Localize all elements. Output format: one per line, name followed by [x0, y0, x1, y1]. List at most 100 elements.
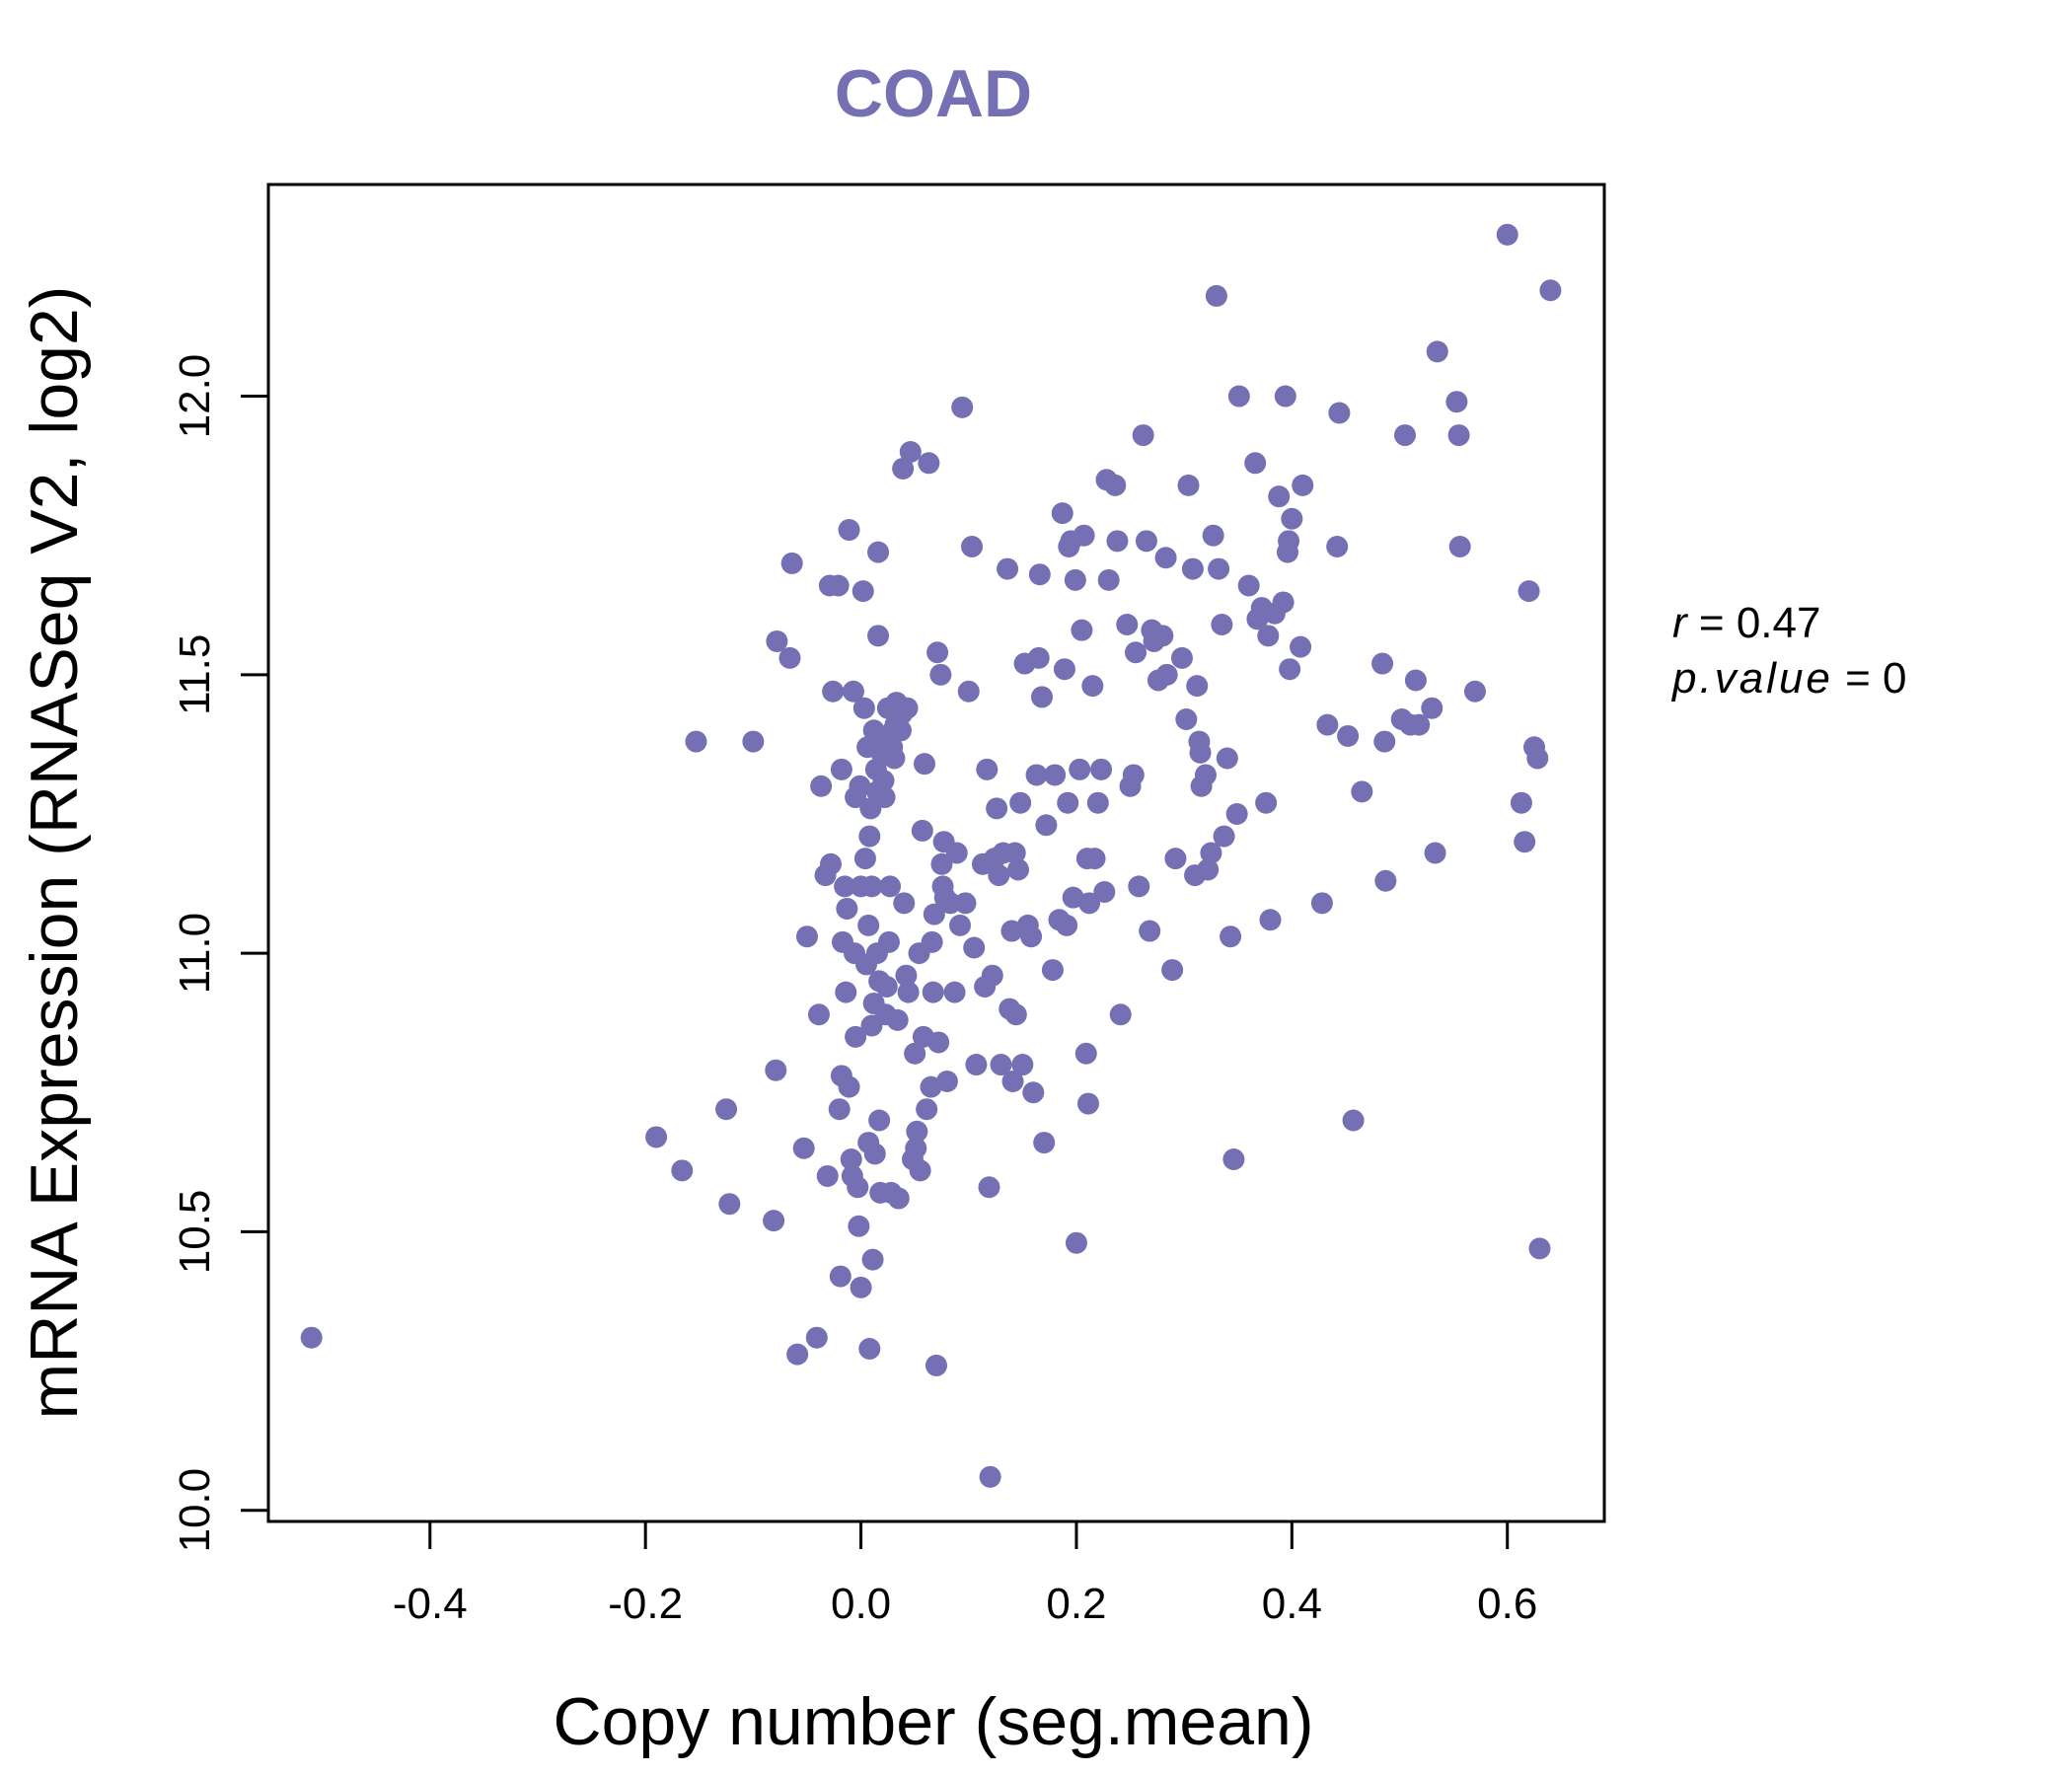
data-point — [1447, 424, 1470, 447]
data-point — [904, 1042, 926, 1065]
data-point — [922, 981, 944, 1003]
data-point — [1065, 1231, 1087, 1254]
r-label: r — [1672, 599, 1689, 647]
data-point — [1244, 452, 1267, 475]
data-point — [685, 730, 707, 753]
data-point — [1006, 858, 1029, 881]
data-point — [1151, 625, 1174, 647]
data-point — [1279, 658, 1301, 681]
data-point — [906, 1120, 928, 1143]
data-point — [1426, 340, 1448, 363]
data-point — [909, 1159, 931, 1182]
data-point — [1001, 1070, 1024, 1092]
data-point — [822, 680, 845, 703]
data-points — [300, 223, 1562, 1488]
data-point — [1278, 530, 1300, 553]
data-point — [1448, 535, 1471, 557]
data-point — [1177, 474, 1200, 496]
data-point — [1170, 646, 1193, 669]
data-point — [1155, 663, 1178, 686]
data-point — [838, 519, 860, 542]
data-point — [1135, 530, 1157, 553]
data-point — [1011, 1054, 1034, 1076]
data-point — [1274, 385, 1296, 407]
data-point — [867, 541, 890, 563]
data-point — [935, 1070, 958, 1092]
x-tick-label: 0.0 — [831, 1580, 891, 1628]
data-point — [1175, 708, 1198, 730]
data-point — [1033, 1132, 1056, 1154]
x-tick-label: 0.2 — [1046, 1580, 1106, 1628]
data-point — [965, 1054, 988, 1076]
data-point — [951, 396, 974, 418]
data-point — [945, 842, 968, 864]
data-point — [1526, 747, 1549, 770]
x-tick-label: -0.2 — [608, 1580, 683, 1628]
data-point — [905, 1137, 927, 1159]
data-point — [1128, 875, 1150, 898]
data-point — [883, 747, 906, 770]
data-point — [1517, 580, 1540, 603]
data-point — [792, 1137, 815, 1159]
data-point — [1514, 831, 1536, 853]
pvalue-annotation: p.value = 0 — [1670, 654, 1907, 703]
data-point — [1031, 686, 1054, 708]
data-point — [1222, 1148, 1245, 1171]
data-point — [1328, 402, 1351, 424]
data-point — [828, 1098, 851, 1121]
data-point — [1496, 223, 1518, 246]
data-point — [963, 936, 986, 959]
data-point — [1122, 764, 1145, 786]
data-point — [1154, 547, 1177, 569]
data-point — [1044, 764, 1067, 786]
data-point — [1020, 925, 1043, 948]
data-point — [1041, 959, 1064, 982]
data-point — [1237, 574, 1260, 597]
data-point — [1028, 563, 1051, 586]
y-tick-label: 10.0 — [171, 1468, 219, 1553]
data-point — [926, 641, 949, 664]
data-point — [1025, 764, 1048, 786]
data-point — [863, 1143, 886, 1165]
data-point — [1074, 1042, 1097, 1065]
p-equals: = — [1833, 654, 1883, 703]
data-point — [949, 914, 972, 936]
data-point — [1053, 658, 1075, 681]
data-point — [849, 775, 871, 797]
data-point — [1056, 914, 1078, 936]
data-point — [893, 892, 916, 915]
data-point — [877, 930, 900, 953]
data-point — [1022, 1081, 1045, 1104]
data-point — [892, 457, 915, 480]
data-point — [1424, 842, 1446, 864]
data-point — [1200, 842, 1222, 864]
p-value: 0 — [1883, 654, 1906, 703]
data-point — [1310, 892, 1333, 915]
data-point — [1035, 814, 1058, 837]
data-point — [1202, 524, 1224, 547]
data-point — [765, 1059, 787, 1081]
data-point — [916, 1098, 938, 1121]
data-point — [1164, 848, 1187, 870]
y-tick-label: 12.0 — [171, 354, 219, 439]
data-point — [850, 1276, 872, 1298]
data-point — [1255, 791, 1278, 814]
data-point — [1189, 741, 1212, 764]
data-point — [845, 1025, 867, 1048]
data-point — [981, 964, 1003, 987]
data-point — [1290, 635, 1312, 658]
data-point — [840, 1148, 862, 1171]
chart-title: COAD — [835, 56, 1032, 131]
data-point — [1208, 557, 1230, 580]
data-point — [830, 758, 852, 780]
data-point — [1109, 1003, 1132, 1026]
data-point — [1211, 614, 1233, 636]
data-point — [1421, 697, 1443, 719]
data-point — [1197, 858, 1220, 881]
data-point — [858, 825, 881, 848]
data-point — [930, 852, 953, 875]
data-point — [786, 1343, 809, 1366]
data-point — [1205, 284, 1227, 307]
data-point — [1051, 502, 1073, 525]
